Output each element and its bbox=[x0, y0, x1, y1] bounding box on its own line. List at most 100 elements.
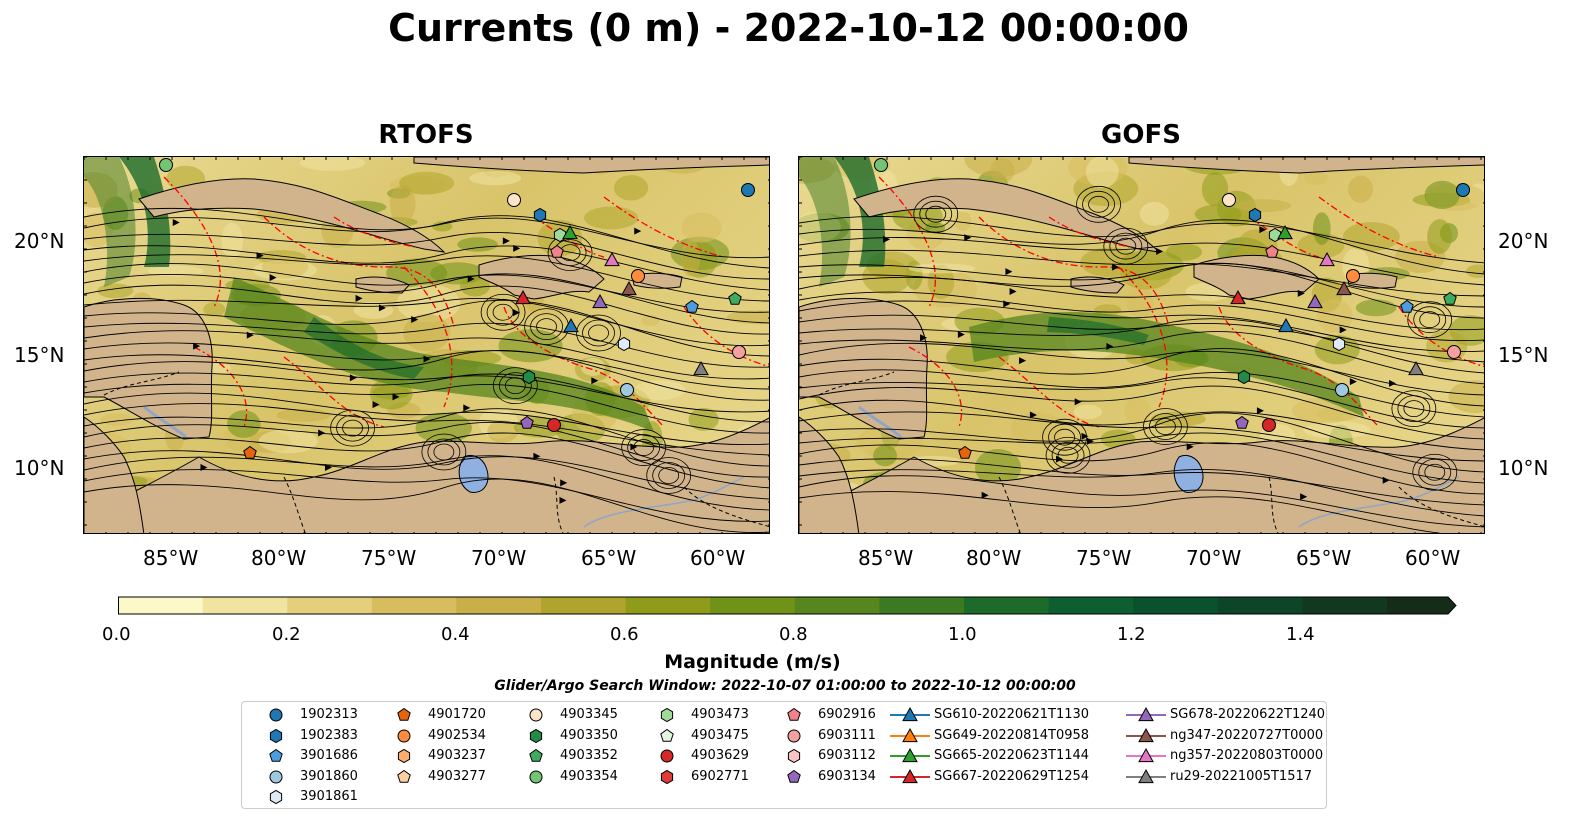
marker-4903352 bbox=[1443, 291, 1457, 305]
lon-label-85w-left: 85°W bbox=[143, 546, 199, 570]
search-window-caption: Glider/Argo Search Window: 2022-10-07 01… bbox=[494, 678, 1076, 694]
marker-4903352 bbox=[728, 291, 742, 305]
legend-marker-icon bbox=[529, 728, 543, 743]
lon-label-65w-right: 65°W bbox=[1296, 546, 1352, 570]
lon-label-70w-left: 70°W bbox=[471, 546, 527, 570]
colorbar-gradient bbox=[118, 596, 1457, 615]
gofs-map[interactable] bbox=[798, 156, 1485, 534]
colorbar-tick: 0.2 bbox=[272, 624, 301, 645]
colorbar-segment bbox=[118, 597, 204, 614]
marker-4902534 bbox=[631, 269, 645, 283]
lon-label-85w-right: 85°W bbox=[858, 546, 914, 570]
figure-title: Currents (0 m) - 2022-10-12 00:00:00 bbox=[388, 6, 1189, 50]
land-masses bbox=[799, 157, 1484, 533]
legend-marker-icon bbox=[787, 729, 801, 742]
colorbar-segment bbox=[1217, 597, 1303, 614]
legend-marker-icon bbox=[529, 748, 543, 762]
marker-6902916 bbox=[550, 244, 564, 258]
colorbar-tick: 0.8 bbox=[779, 624, 808, 645]
marker-3901860 bbox=[620, 383, 634, 397]
marker-6903134 bbox=[1235, 415, 1249, 429]
streamlines bbox=[84, 207, 769, 533]
marker-6902771 bbox=[533, 207, 547, 223]
legend-marker-icon bbox=[1126, 727, 1166, 742]
legend-marker-icon bbox=[1126, 768, 1166, 783]
colorbar-segment bbox=[371, 597, 457, 614]
legend-marker-icon bbox=[529, 708, 543, 722]
marker-SG667 bbox=[515, 289, 531, 305]
marker-4903354 bbox=[159, 158, 173, 172]
legend-marker-icon bbox=[660, 728, 674, 742]
colorbar-segment bbox=[1302, 597, 1388, 614]
colorbar-extend-arrow bbox=[1387, 597, 1456, 614]
legend-marker-icon bbox=[787, 707, 801, 721]
lat-label-15n-right: 15°N bbox=[1498, 343, 1549, 367]
marker-ng357 bbox=[1319, 251, 1335, 267]
legend: 1902313 1902383 3901686 3901860 3901861 49017… bbox=[241, 701, 1327, 809]
colorbar-segment bbox=[964, 597, 1050, 614]
legend-label: 4903475 bbox=[691, 727, 749, 743]
legend-label: 6903112 bbox=[818, 748, 876, 763]
legend-label: 4903354 bbox=[560, 768, 618, 784]
marker-ng357 bbox=[604, 251, 620, 267]
colorbar-segment bbox=[1133, 597, 1219, 614]
legend-label: SG678-20220622T1240 bbox=[1170, 707, 1326, 722]
legend-marker-icon bbox=[787, 748, 801, 764]
legend-marker-icon bbox=[269, 789, 283, 805]
lon-label-60w-left: 60°W bbox=[690, 546, 746, 570]
legend-label: SG649-20220814T0958 bbox=[934, 727, 1090, 743]
lat-label-15n-left: 15°N bbox=[14, 343, 65, 367]
colorbar-segment bbox=[879, 597, 965, 614]
legend-label: ng357-20220803T0000 bbox=[1170, 748, 1324, 763]
lat-label-10n-right: 10°N bbox=[1498, 456, 1549, 480]
colorbar-segment bbox=[1048, 597, 1134, 614]
lake-maracaibo bbox=[458, 454, 489, 493]
legend-label: 3901860 bbox=[300, 768, 358, 784]
streamlines bbox=[799, 185, 1484, 533]
legend-label: 4902534 bbox=[428, 727, 486, 743]
legend-marker-icon bbox=[269, 708, 283, 722]
legend-marker-icon bbox=[890, 747, 930, 763]
lake-maracaibo bbox=[1173, 454, 1204, 493]
lon-label-65w-left: 65°W bbox=[581, 546, 637, 570]
legend-label: 1902383 bbox=[300, 727, 358, 743]
legend-label: 4903352 bbox=[560, 748, 618, 763]
legend-label: 1902313 bbox=[300, 707, 358, 722]
legend-marker-icon bbox=[787, 769, 801, 783]
colorbar-segment bbox=[456, 597, 542, 614]
lon-label-80w-left: 80°W bbox=[251, 546, 307, 570]
legend-label: SG665-20220623T1144 bbox=[934, 748, 1090, 763]
marker-SG610 bbox=[563, 317, 579, 333]
lon-label-70w-right: 70°W bbox=[1186, 546, 1242, 570]
legend-label: ru29-20221005T1517 bbox=[1170, 768, 1313, 784]
marker-ru29 bbox=[693, 360, 709, 376]
colorbar-title: Magnitude (m/s) bbox=[664, 651, 841, 673]
colorbar-segment bbox=[625, 597, 711, 614]
legend-label: 4903629 bbox=[691, 748, 749, 763]
rtofs-map[interactable] bbox=[83, 156, 770, 534]
legend-marker-icon bbox=[397, 769, 411, 783]
legend-marker-icon bbox=[1126, 747, 1166, 763]
legend-label: 3901861 bbox=[300, 789, 358, 804]
legend-label: 4903277 bbox=[428, 768, 486, 784]
legend-label: 6903111 bbox=[818, 727, 876, 743]
legend-marker-icon bbox=[397, 729, 411, 742]
marker-4903350 bbox=[1237, 369, 1251, 385]
marker-ng347 bbox=[1336, 280, 1352, 296]
marker-SG665 bbox=[1277, 224, 1293, 240]
colorbar-segment bbox=[287, 597, 373, 614]
legend-label: 4901720 bbox=[428, 707, 486, 722]
marker-4903629 bbox=[547, 418, 561, 432]
eez-boundaries bbox=[878, 176, 1484, 428]
marker-6902771 bbox=[1248, 207, 1262, 223]
colorbar bbox=[118, 596, 1458, 620]
marker-4903473 bbox=[553, 227, 567, 243]
lon-label-60w-right: 60°W bbox=[1405, 546, 1461, 570]
lat-label-20n-right: 20°N bbox=[1498, 229, 1549, 253]
marker-4903473 bbox=[1268, 227, 1282, 243]
colorbar-segment bbox=[202, 597, 288, 614]
map-frame-ticks bbox=[84, 157, 769, 533]
legend-marker-icon bbox=[397, 707, 411, 721]
marker-4902534 bbox=[1346, 269, 1360, 283]
legend-label: ng347-20220727T0000 bbox=[1170, 727, 1324, 743]
